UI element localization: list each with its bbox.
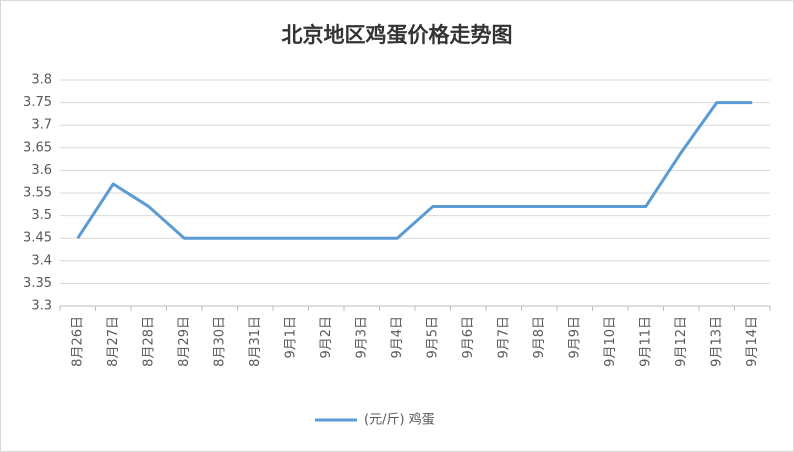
x-tick-label: 9月6日 [461,316,476,359]
y-tick-label: 3.7 [31,118,52,133]
line-series [76,101,753,240]
y-tick-label: 3.55 [23,186,52,201]
y-tick-label: 3.75 [23,95,52,110]
x-tick-label: 8月30日 [212,316,227,367]
x-tick-label: 9月12日 [674,316,689,367]
x-tick-label: 9月10日 [603,316,618,367]
x-tick-label: 9月2日 [319,316,334,359]
x-tick-label: 9月1日 [283,316,298,359]
y-tick-label: 3.4 [31,253,52,268]
y-tick-label: 3.5 [31,208,52,223]
y-tick-label: 3.6 [31,163,52,178]
legend-label: (元/斤) 鸡蛋 [364,412,435,428]
x-tick-label: 9月7日 [496,316,511,359]
x-tick-label: 9月4日 [390,316,405,359]
y-tick-label: 3.65 [23,140,52,155]
x-tick-label: 8月29日 [177,316,192,367]
y-tick-label: 3.3 [31,299,52,314]
x-tick-label: 9月8日 [532,316,547,359]
y-tick-label: 3.8 [31,73,52,88]
x-tick-label: 8月26日 [70,316,85,367]
x-tick-label: 8月28日 [141,316,156,367]
x-tick-label: 9月9日 [567,316,582,359]
chart-title: 北京地区鸡蛋价格走势图 [282,23,513,47]
x-tick-label: 9月5日 [425,316,440,359]
x-tick-label: 9月11日 [638,316,653,367]
y-tick-label: 3.35 [23,276,52,291]
x-tick-label: 9月3日 [354,316,369,359]
x-tick-label: 8月27日 [106,316,121,367]
y-tick-label: 3.45 [23,231,52,246]
x-tick-label: 8月31日 [248,316,263,367]
x-tick-label: 9月14日 [745,316,760,367]
x-tick-label: 9月13日 [709,316,724,367]
